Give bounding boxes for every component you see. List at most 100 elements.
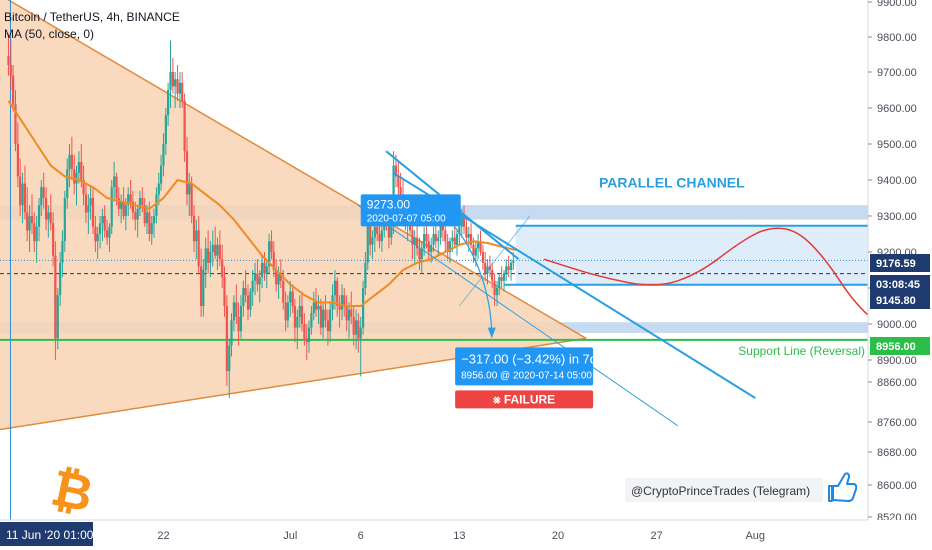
candle-body xyxy=(479,241,482,252)
candle-body xyxy=(505,266,508,274)
candle-body xyxy=(52,223,55,256)
candle-body xyxy=(502,273,506,281)
candle-body xyxy=(152,216,156,224)
time-tick-label: Aug xyxy=(745,530,765,542)
candle-body xyxy=(91,198,95,227)
candle-body xyxy=(59,262,62,296)
candle-body xyxy=(56,295,59,339)
candle-body xyxy=(284,302,287,321)
candle-body xyxy=(209,252,212,263)
parallel-channel-label: PARALLEL CHANNEL xyxy=(599,175,745,191)
candle-body xyxy=(33,223,36,242)
candle-body xyxy=(19,176,22,206)
candle-body xyxy=(495,288,499,296)
parallel-channel-area xyxy=(515,225,868,285)
candle-body xyxy=(223,277,226,306)
candle-body xyxy=(214,244,217,256)
candle-body xyxy=(242,288,245,306)
candle-body xyxy=(96,234,99,242)
candle-body xyxy=(176,79,179,94)
candle-body xyxy=(84,194,88,213)
candle-body xyxy=(204,248,207,270)
candle-body xyxy=(458,226,461,234)
candle-body xyxy=(239,306,243,332)
candle-body xyxy=(303,324,306,339)
price-tick-label: 9700.00 xyxy=(877,67,917,79)
price-axis: 9900.00 9800.00 9700.00 9600.00 9500.00 9400.… xyxy=(867,0,932,550)
candle-body xyxy=(174,79,177,87)
candle-body xyxy=(134,212,137,220)
candle-body xyxy=(120,201,123,209)
candle-body xyxy=(387,223,391,238)
candle-body xyxy=(340,295,344,310)
price-tag-bg xyxy=(870,275,930,293)
candle-body xyxy=(211,244,214,252)
candle-body xyxy=(258,277,261,285)
candle-body xyxy=(380,230,383,242)
candle-body xyxy=(110,187,113,227)
candle-body xyxy=(390,226,393,238)
candle-body xyxy=(488,266,492,270)
measure-bottom-date: 8956.00 @ 2020-07-14 05:00 xyxy=(461,370,592,381)
candle-body xyxy=(512,260,515,263)
time-tick-label: 27 xyxy=(651,530,663,542)
candle-body xyxy=(26,212,29,231)
candle-body xyxy=(228,345,231,371)
candle-body xyxy=(319,306,322,328)
candle-body xyxy=(509,262,513,270)
price-tick-label: 9600.00 xyxy=(877,103,917,115)
candle-body xyxy=(63,198,66,242)
candle-body xyxy=(411,230,414,245)
candle-body xyxy=(314,302,318,310)
candle-body xyxy=(185,151,189,195)
candle-body xyxy=(9,65,12,76)
candle-body xyxy=(446,241,449,252)
candle-body xyxy=(282,280,285,303)
candle-body xyxy=(423,234,426,249)
candle-body xyxy=(324,309,327,321)
candle-body xyxy=(296,316,299,328)
candle-body xyxy=(462,216,466,227)
candle-body xyxy=(418,248,421,260)
candle-body xyxy=(232,302,236,321)
candle-body xyxy=(136,208,139,220)
candle-body xyxy=(237,316,240,332)
candle-body xyxy=(23,183,27,213)
watermark-box xyxy=(625,478,823,502)
candle-body xyxy=(66,169,69,198)
candle-body xyxy=(272,252,275,270)
candle-body xyxy=(190,183,193,216)
candle-body xyxy=(28,216,31,231)
candle-body xyxy=(169,72,172,90)
candle-body xyxy=(469,234,473,245)
candle-body xyxy=(507,266,510,270)
candle-body xyxy=(441,223,444,231)
candle-body xyxy=(162,144,165,166)
candle-body xyxy=(260,262,264,278)
candle-body xyxy=(16,144,19,177)
indicator-label[interactable]: MA (50, close, 0) xyxy=(4,27,95,41)
candle-body xyxy=(35,226,38,242)
candle-body xyxy=(425,234,428,242)
candle-body xyxy=(131,201,134,213)
candle-body xyxy=(47,212,50,220)
candle-body xyxy=(357,320,360,339)
price-tick-label: 8600.00 xyxy=(877,480,917,492)
candle-body xyxy=(413,237,416,245)
time-axis-bg xyxy=(0,520,932,550)
candle-body xyxy=(256,273,259,285)
candle-body xyxy=(354,320,358,335)
candle-body xyxy=(225,306,228,371)
candle-body xyxy=(430,244,433,252)
price-tag-label: 9176.59 xyxy=(876,258,916,270)
candle-body xyxy=(197,230,200,267)
candle-body xyxy=(101,216,104,224)
candle-body xyxy=(122,201,125,216)
candle-body xyxy=(207,248,210,263)
candle-body xyxy=(138,198,142,209)
measure-helper-line xyxy=(458,215,531,307)
price-tag-bg xyxy=(870,291,930,309)
candle-body xyxy=(40,187,43,206)
candle-body xyxy=(75,172,78,184)
